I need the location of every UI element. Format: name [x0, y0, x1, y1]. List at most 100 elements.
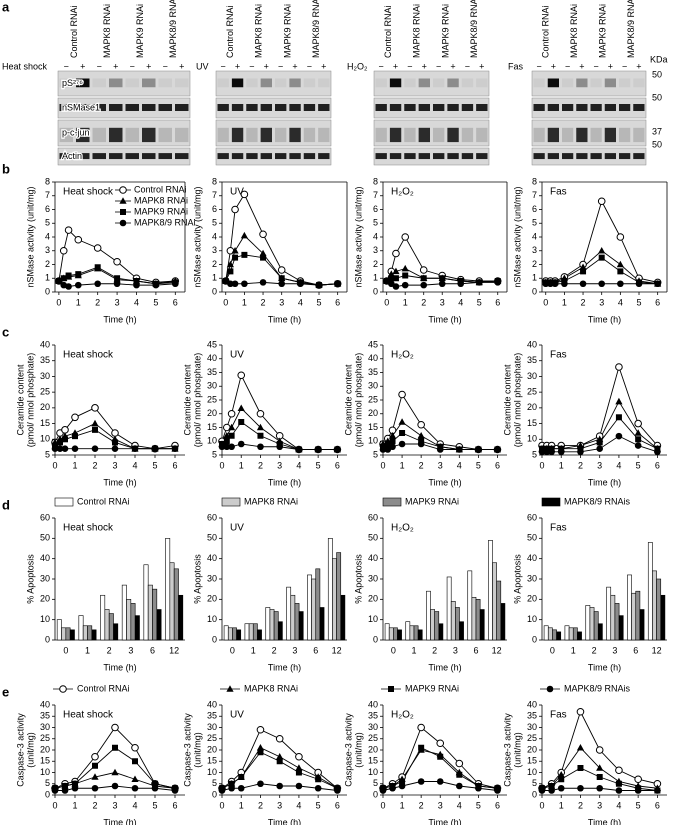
x-tick-label: 1 [400, 800, 405, 810]
marker [475, 446, 482, 453]
marker [542, 280, 550, 288]
legend-label: MAPK9 RNAi [134, 206, 188, 216]
marker [634, 775, 642, 784]
marker [119, 186, 127, 194]
bar [647, 542, 653, 641]
y-axis-label: (pmol/ nmol phosphate) [25, 353, 35, 448]
marker [596, 764, 604, 771]
x-axis-label: Time (h) [103, 662, 136, 672]
marker [111, 445, 119, 453]
y-tick-label: 35 [527, 711, 537, 721]
sign: − [436, 61, 441, 71]
y-tick-label: 35 [368, 367, 378, 377]
blot-band [76, 127, 90, 143]
x-tick-label: 2 [421, 297, 426, 307]
marker [617, 268, 624, 275]
legend-label: Control RNAi [134, 184, 187, 194]
y-tick-label: 20 [368, 408, 378, 418]
bar [652, 570, 657, 641]
marker [91, 752, 99, 761]
marker [61, 787, 69, 794]
marker [334, 446, 341, 453]
x-axis-label: Time (h) [268, 662, 301, 672]
bar [227, 627, 233, 641]
marker [597, 197, 606, 206]
marker [577, 448, 584, 456]
y-axis-label: (unit/mg) [25, 732, 35, 768]
marker [237, 404, 245, 412]
blot-band [533, 127, 545, 143]
lane-label: MAPK8 RNAi [254, 4, 264, 58]
blot-band [318, 104, 330, 111]
marker [228, 432, 235, 439]
x-tick-label: 5 [152, 800, 157, 810]
marker [131, 445, 139, 453]
x-axis-label: Time (h) [428, 314, 461, 324]
marker [295, 769, 302, 776]
blot-band [375, 78, 387, 88]
blot-band [175, 153, 189, 160]
marker [314, 784, 322, 792]
sign: + [80, 61, 85, 71]
bar [69, 629, 75, 641]
marker [437, 753, 444, 760]
marker [278, 275, 285, 282]
blot-band [547, 153, 559, 160]
y-tick-label: 8 [532, 176, 537, 186]
lane-label: MAPK8/9 RNAi [311, 0, 321, 58]
x-tick-label: 2 [592, 645, 597, 655]
y-tick-label: 4 [45, 231, 50, 241]
x-tick-label: 0 [550, 645, 555, 655]
marker [615, 787, 623, 794]
series-line [545, 200, 658, 283]
y-axis-label: % Apoptosis [512, 554, 522, 604]
bar [147, 584, 153, 641]
blot-band [604, 153, 616, 160]
blot-band [461, 78, 474, 88]
x-tick-label: 2 [419, 800, 424, 810]
y-tick-label: 2 [212, 259, 217, 269]
blot-band [447, 153, 459, 160]
y-tick-label: 10 [40, 767, 50, 777]
x-tick-label: 3 [440, 297, 445, 307]
marker [615, 363, 623, 371]
blot-band [92, 104, 106, 111]
blot-band [260, 78, 272, 88]
marker [65, 272, 72, 279]
marker [237, 371, 246, 380]
blot-band [404, 78, 416, 88]
y-tick-label: 30 [368, 722, 378, 732]
x-tick-label: 1 [72, 800, 77, 810]
bar [397, 629, 402, 641]
y-tick-label: 6 [373, 204, 378, 214]
blot-band [303, 78, 316, 88]
blot-band [562, 127, 574, 143]
bar [593, 611, 599, 641]
blot-band [289, 127, 301, 143]
marker [384, 441, 391, 447]
bar [108, 613, 114, 641]
x-tick-label: 6 [655, 800, 660, 810]
x-tick-label: 0 [539, 800, 544, 810]
marker [60, 275, 67, 282]
y-tick-label: 0 [212, 286, 217, 296]
x-tick-label: 1 [559, 800, 564, 810]
marker [616, 260, 624, 268]
y-tick-label: 60 [40, 512, 50, 522]
marker [231, 280, 239, 288]
blot-band [109, 127, 123, 143]
x-axis-label: Time (h) [428, 817, 461, 825]
blot-band [303, 104, 316, 111]
blot-band [389, 153, 402, 160]
y-tick-label: 60 [368, 512, 378, 522]
bar [311, 578, 317, 641]
legend-label: MAPK8/9 RNAis [564, 496, 631, 506]
marker [72, 433, 78, 440]
y-tick-label: 6 [532, 204, 537, 214]
bar [232, 627, 237, 641]
y-tick-label: 20 [207, 594, 217, 604]
sign: − [278, 61, 283, 71]
y-tick-label: 1 [532, 273, 537, 283]
x-tick-label: 1 [411, 645, 416, 655]
x-axis-label: Time (h) [428, 477, 461, 487]
